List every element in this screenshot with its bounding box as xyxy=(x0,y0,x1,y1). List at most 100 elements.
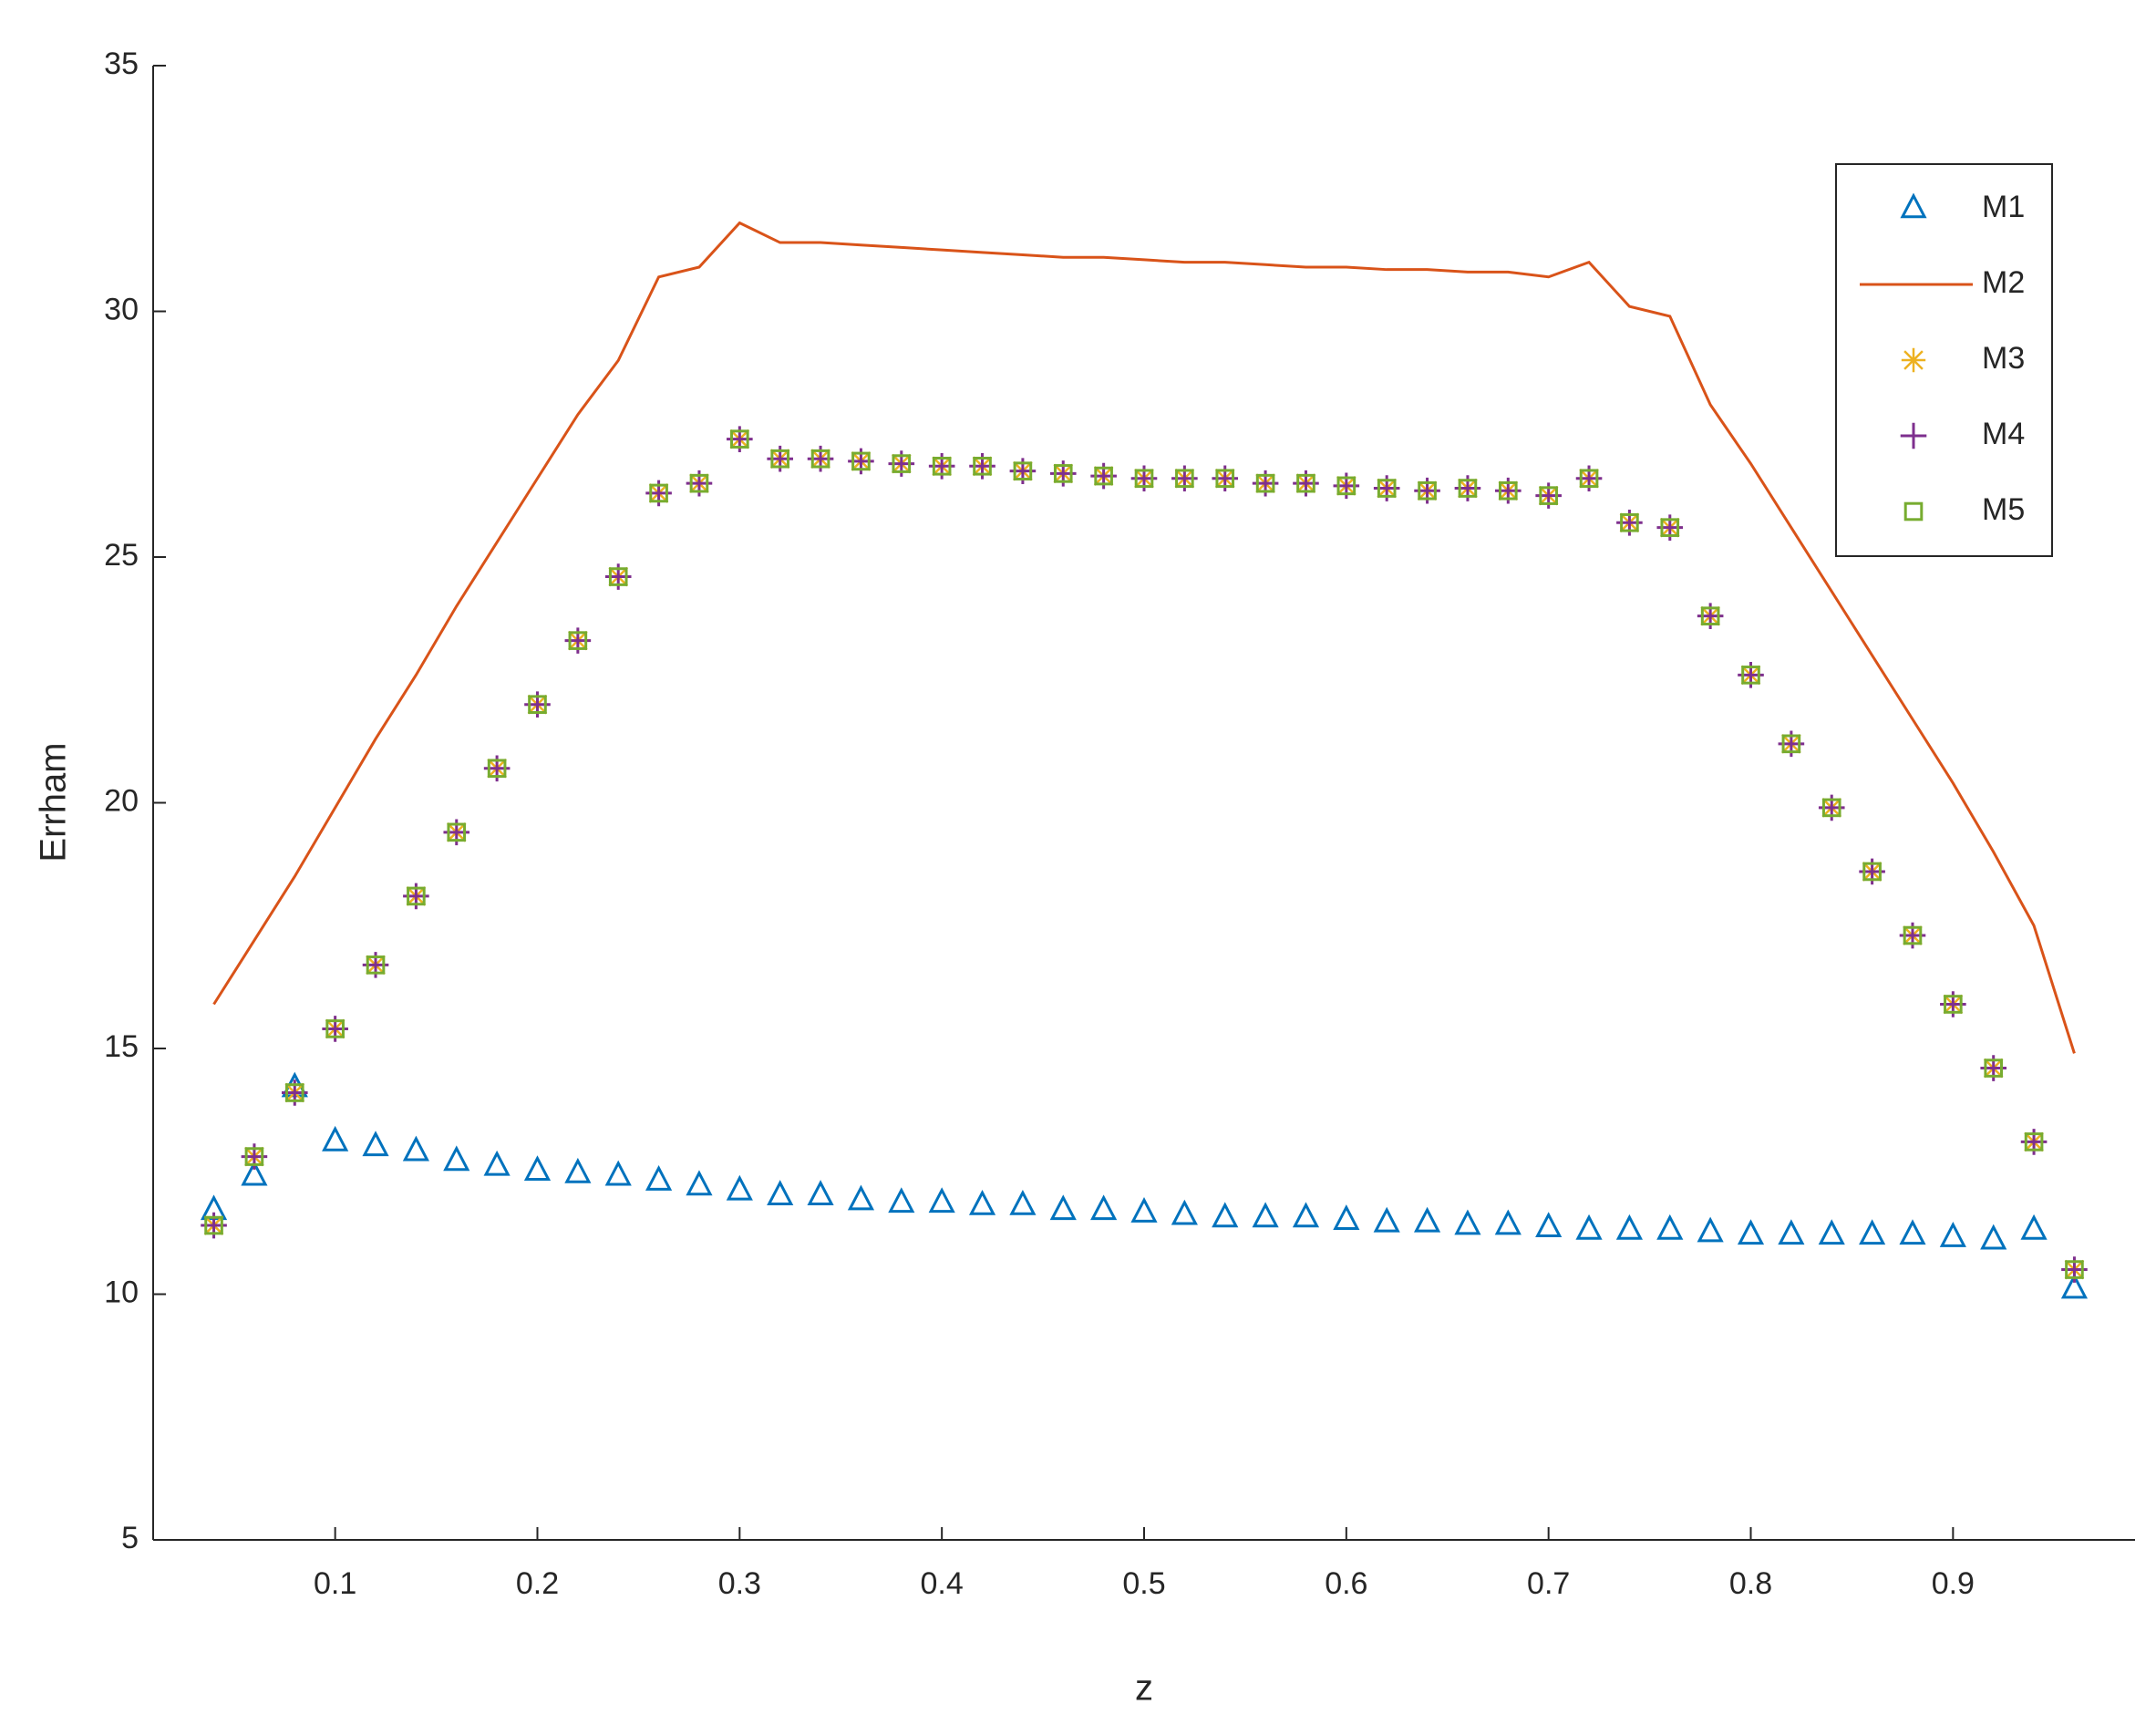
marker xyxy=(1458,479,1478,498)
marker xyxy=(1778,1219,1805,1245)
marker xyxy=(686,1170,713,1196)
marker xyxy=(1781,734,1801,754)
marker xyxy=(1212,1202,1239,1228)
marker xyxy=(1053,464,1073,483)
marker xyxy=(1336,476,1357,496)
marker xyxy=(402,1135,429,1162)
marker xyxy=(1215,469,1235,489)
marker xyxy=(1535,1212,1563,1238)
marker xyxy=(1255,473,1275,493)
marker xyxy=(847,1184,875,1211)
marker xyxy=(770,449,789,469)
marker xyxy=(1130,1197,1158,1223)
marker xyxy=(1980,1224,2007,1250)
marker xyxy=(1818,1219,1845,1245)
marker xyxy=(1579,469,1599,489)
legend-marker xyxy=(1901,347,1926,373)
marker xyxy=(528,695,547,715)
marker xyxy=(2065,1260,2084,1279)
marker xyxy=(1620,512,1639,532)
x-tick-label: 0.2 xyxy=(516,1566,559,1601)
marker xyxy=(726,1174,753,1201)
x-tick-label: 0.7 xyxy=(1527,1566,1570,1601)
y-axis-label: Errham xyxy=(34,742,74,862)
marker xyxy=(1090,1194,1118,1221)
marker xyxy=(810,449,830,469)
x-tick-label: 0.5 xyxy=(1122,1566,1165,1601)
marker xyxy=(1013,461,1033,480)
marker xyxy=(284,1083,304,1102)
marker xyxy=(244,1147,264,1166)
legend-label: M4 xyxy=(1982,417,2025,451)
marker xyxy=(1944,995,1963,1014)
marker xyxy=(973,456,992,476)
marker xyxy=(1984,1059,2004,1078)
marker xyxy=(1494,1209,1522,1235)
marker xyxy=(1049,1194,1077,1221)
x-tick-label: 0.3 xyxy=(718,1566,761,1601)
marker xyxy=(1660,518,1680,537)
marker xyxy=(1333,1204,1360,1230)
legend-marker xyxy=(1900,422,1927,449)
marker xyxy=(1373,1206,1400,1233)
marker xyxy=(1575,1213,1603,1240)
x-tick-label: 0.1 xyxy=(314,1566,356,1601)
marker xyxy=(366,955,386,975)
marker xyxy=(968,1189,996,1215)
marker xyxy=(645,1164,673,1191)
marker xyxy=(362,1131,389,1157)
marker xyxy=(892,454,912,473)
marker xyxy=(1296,473,1315,493)
marker xyxy=(1862,862,1882,882)
y-tick-label: 20 xyxy=(104,783,139,818)
marker xyxy=(1737,1219,1765,1245)
legend-label: M3 xyxy=(1982,341,2025,376)
line-series xyxy=(212,221,2076,1054)
legend-marker xyxy=(1903,501,1924,522)
x-tick-label: 0.9 xyxy=(1932,1566,1975,1601)
marker xyxy=(2060,1273,2089,1299)
marker xyxy=(443,1145,470,1172)
marker xyxy=(807,1180,834,1205)
marker xyxy=(1697,1216,1724,1243)
marker xyxy=(1175,469,1194,489)
marker xyxy=(1539,486,1558,505)
marker xyxy=(1094,466,1113,486)
marker xyxy=(1171,1199,1198,1225)
y-tick-label: 5 xyxy=(121,1521,139,1555)
x-axis-label: z xyxy=(1135,1668,1153,1709)
marker xyxy=(568,631,588,650)
marker xyxy=(928,1187,955,1213)
marker xyxy=(1903,925,1923,945)
marker xyxy=(2020,1213,2048,1240)
marker xyxy=(1499,480,1518,501)
marker xyxy=(325,1019,345,1038)
legend-marker xyxy=(1900,192,1927,219)
y-tick-label: 25 xyxy=(104,538,139,573)
marker xyxy=(767,1180,794,1205)
marker xyxy=(1821,798,1841,818)
marker xyxy=(1656,1213,1684,1240)
marker xyxy=(649,483,668,503)
marker xyxy=(1413,1206,1441,1233)
y-tick-label: 35 xyxy=(104,46,139,81)
marker xyxy=(1418,480,1437,501)
legend-label: M2 xyxy=(1982,265,2025,300)
marker xyxy=(1615,1213,1643,1240)
marker xyxy=(608,567,628,586)
marker xyxy=(932,456,952,476)
marker xyxy=(564,1157,592,1183)
marker xyxy=(1134,469,1154,489)
marker xyxy=(483,1150,511,1176)
marker xyxy=(851,451,871,471)
marker xyxy=(1377,479,1397,498)
y-tick-label: 10 xyxy=(104,1275,139,1309)
legend-box xyxy=(1835,163,2053,557)
x-tick-label: 0.4 xyxy=(921,1566,964,1601)
y-tick-label: 15 xyxy=(104,1029,139,1064)
x-tick-label: 0.8 xyxy=(1729,1566,1772,1601)
marker xyxy=(888,1187,915,1213)
marker xyxy=(1700,606,1720,625)
marker xyxy=(1899,1219,1926,1245)
